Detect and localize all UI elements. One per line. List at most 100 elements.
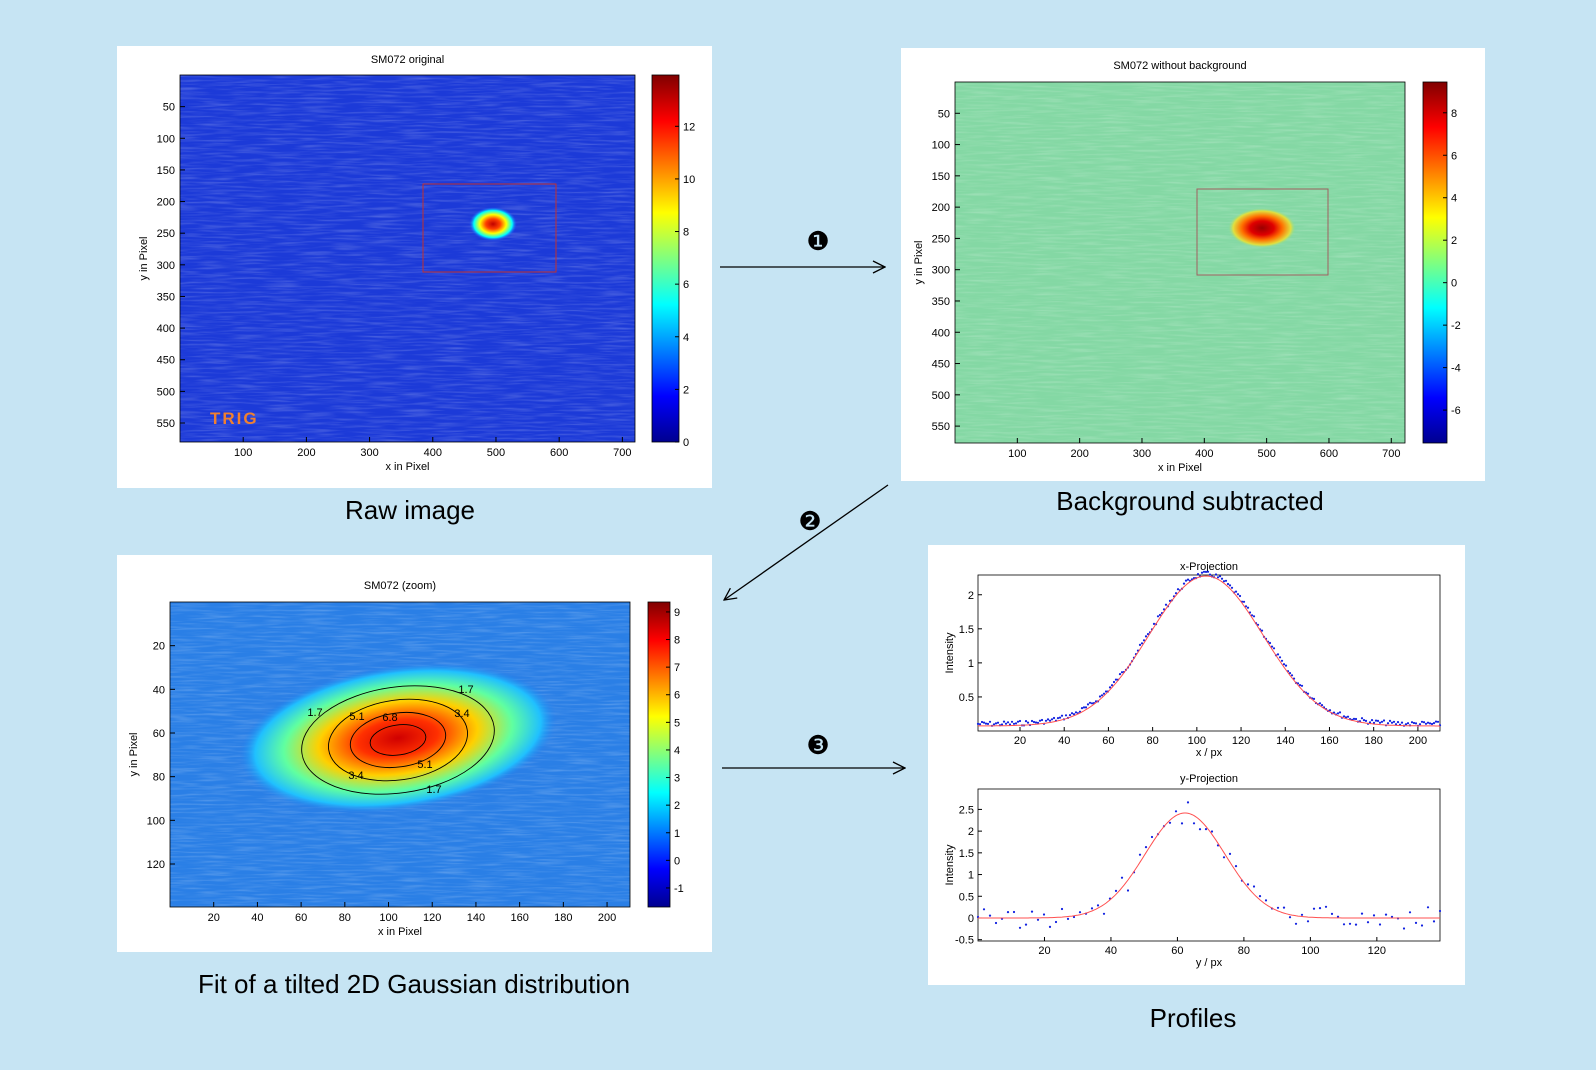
- measured-point: [1354, 717, 1358, 721]
- y-axis-label: y in Pixel: [128, 732, 140, 776]
- caption: Profiles: [1150, 1003, 1237, 1033]
- measured-point: [1006, 911, 1010, 914]
- measured-point: [1224, 579, 1228, 582]
- measured-point: [988, 914, 992, 917]
- measured-point: [1252, 885, 1256, 888]
- measured-point: [1036, 721, 1040, 725]
- measured-point: [1382, 719, 1386, 722]
- measured-point: [1288, 916, 1292, 919]
- measured-point: [1230, 586, 1234, 589]
- measured-point: [1138, 853, 1142, 856]
- measured-point: [1380, 720, 1384, 723]
- plot-title: x-Projection: [1180, 561, 1238, 573]
- measured-point: [1112, 680, 1116, 684]
- y-tick-label: 0.5: [959, 891, 974, 903]
- measured-point: [1392, 720, 1396, 723]
- x-tick-label: 300: [1133, 448, 1151, 460]
- measured-point: [1070, 712, 1074, 715]
- measured-point: [1216, 576, 1220, 579]
- x-tick-label: 20: [1014, 735, 1026, 747]
- measured-point: [1336, 915, 1340, 918]
- measured-point: [1208, 573, 1212, 576]
- measured-point: [1144, 846, 1148, 849]
- x-tick-label: 120: [423, 912, 441, 924]
- measured-point: [1186, 801, 1190, 804]
- measured-point: [1174, 592, 1178, 595]
- measured-point: [1030, 719, 1034, 723]
- x-tick-label: 160: [1320, 735, 1338, 747]
- measured-point: [1426, 906, 1430, 909]
- measured-point: [1082, 706, 1086, 709]
- measured-point: [1050, 718, 1054, 721]
- measured-point: [1202, 570, 1206, 573]
- measured-point: [1390, 915, 1394, 918]
- y-axis-label: y in Pixel: [913, 240, 925, 284]
- x-tick-label: 500: [1257, 448, 1275, 460]
- measured-point: [1364, 719, 1368, 723]
- measured-point: [1036, 918, 1040, 921]
- measured-point: [1110, 684, 1114, 687]
- x-tick-label: 600: [1320, 448, 1338, 460]
- x-tick-label: 160: [510, 912, 528, 924]
- measured-point: [1182, 582, 1186, 585]
- y-tick-label: 2: [968, 826, 974, 838]
- y-tick-label: 2.5: [959, 804, 974, 816]
- measured-point: [1204, 570, 1208, 574]
- step-number: ❸: [806, 730, 829, 760]
- measured-point: [1378, 923, 1382, 926]
- measured-point: [1068, 714, 1072, 717]
- y-tick-label: 80: [153, 772, 165, 784]
- y-axis-label: y in Pixel: [138, 236, 150, 280]
- measured-point: [980, 720, 984, 724]
- contour-label: 5.1: [417, 759, 432, 771]
- measured-point: [1012, 910, 1016, 914]
- measured-point: [1052, 716, 1056, 720]
- measured-point: [1264, 899, 1268, 902]
- measured-point: [1318, 907, 1322, 910]
- measured-point: [1218, 575, 1222, 578]
- measured-point: [1270, 645, 1274, 648]
- measured-point: [1246, 606, 1250, 609]
- x-tick-label: 60: [1102, 735, 1114, 747]
- measured-point: [1074, 711, 1078, 714]
- measured-point: [1100, 694, 1104, 697]
- measured-point: [1012, 722, 1016, 725]
- contour: [349, 711, 447, 769]
- measured-point: [992, 723, 996, 726]
- measured-point: [1290, 674, 1294, 677]
- measured-point: [1258, 895, 1262, 898]
- measured-point: [1228, 852, 1232, 856]
- measured-point: [1306, 920, 1310, 923]
- measured-point: [1298, 684, 1302, 687]
- x-tick-label: 500: [487, 447, 505, 459]
- measured-point: [1064, 714, 1068, 717]
- measured-point: [1342, 715, 1346, 718]
- measured-point: [1324, 905, 1328, 908]
- measured-point: [1072, 713, 1076, 716]
- measured-point: [1418, 723, 1422, 726]
- plot-frame: [977, 574, 1441, 732]
- x-tick-label: 200: [598, 912, 616, 924]
- measured-point: [1226, 582, 1230, 586]
- measured-point: [1406, 722, 1410, 725]
- x-tick-label: 140: [1276, 735, 1294, 747]
- y-tick-label: 1.5: [959, 624, 974, 636]
- measured-point: [1404, 723, 1408, 726]
- colorbar-tick-label: 0: [1451, 278, 1457, 290]
- x-tick-label: 80: [1147, 735, 1159, 747]
- colorbar-tick-label: 4: [683, 332, 689, 344]
- measured-point: [986, 722, 990, 726]
- measured-point: [1378, 721, 1382, 724]
- panel-title: SM072 original: [371, 54, 444, 66]
- measured-point: [1016, 720, 1020, 723]
- measured-point: [1042, 913, 1046, 916]
- colorbar-tick-label: 4: [1451, 193, 1457, 205]
- measured-point: [1336, 712, 1340, 715]
- measured-point: [1346, 715, 1350, 718]
- measured-point: [1388, 719, 1392, 723]
- measured-point: [1410, 721, 1414, 724]
- colorbar-tick-label: 5: [674, 717, 680, 729]
- measured-point: [1338, 711, 1342, 714]
- measured-point: [1312, 697, 1316, 701]
- beam-spot: [469, 207, 517, 241]
